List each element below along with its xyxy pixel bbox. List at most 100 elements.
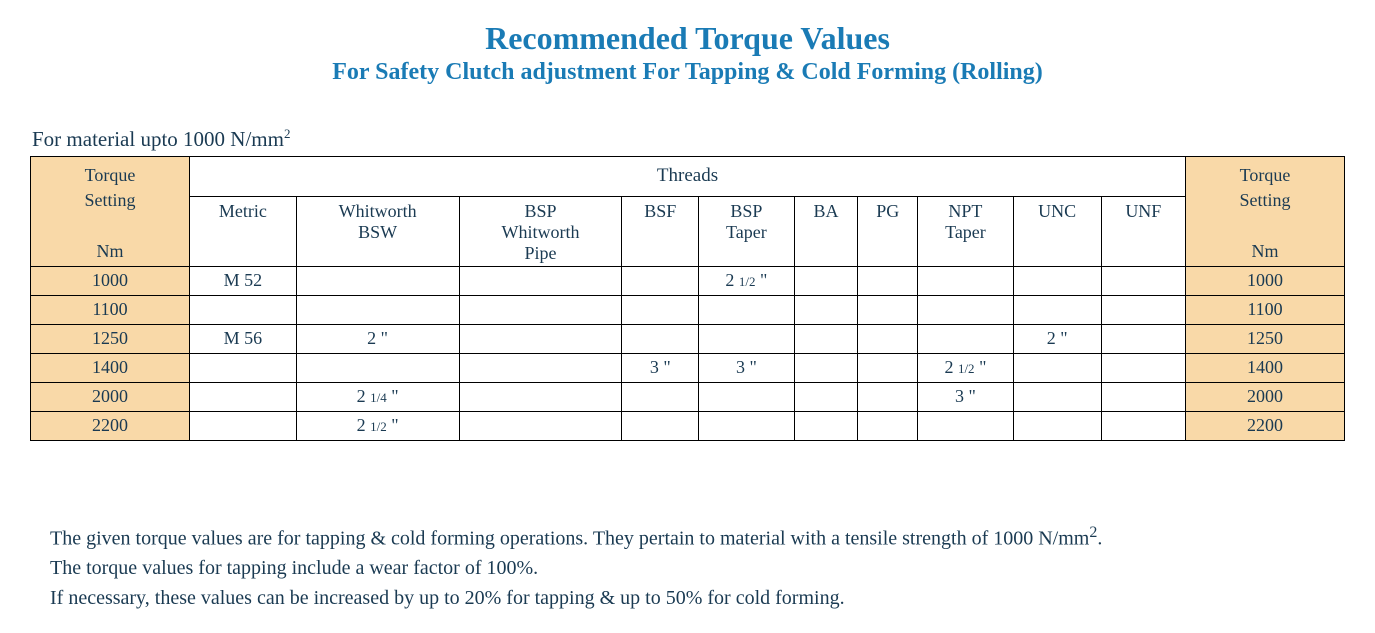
table-cell: M 52 [190,266,297,295]
table-cell [794,382,858,411]
table-cell [699,324,794,353]
note-line-3: If necessary, these values can be increa… [50,583,1345,613]
table-cell [699,295,794,324]
table-cell [1013,353,1101,382]
table-cell: 2 " [1013,324,1101,353]
material-note: For material upto 1000 N/mm2 [30,126,1345,152]
table-cell [1013,411,1101,440]
table-row: 1250M 562 "2 "1250 [31,324,1345,353]
table-cell [459,382,622,411]
torque-header-left: Torque Setting Nm [31,157,190,267]
torque-value-right: 1000 [1186,266,1345,295]
table-cell [794,324,858,353]
table-cell [459,324,622,353]
table-cell [699,411,794,440]
table-cell [794,353,858,382]
table-cell [459,266,622,295]
note-line-1: The given torque values are for tapping … [50,521,1345,554]
table-cell: 2 1/2 " [918,353,1013,382]
torque-value-right: 1250 [1186,324,1345,353]
table-cell [918,411,1013,440]
table-row: 2000 2 1/4 " 3 " 2000 [31,382,1345,411]
table-row: 2200 2 1/2 " 2200 [31,411,1345,440]
torque-value-left: 1400 [31,353,190,382]
table-cell [918,295,1013,324]
table-cell [918,266,1013,295]
col-unf: UNF [1101,196,1185,266]
table-cell [1013,295,1101,324]
torque-value-left: 2200 [31,411,190,440]
table-cell: 2 1/2 " [699,266,794,295]
threads-header: Threads [190,157,1186,197]
note-line-2: The torque values for tapping include a … [50,553,1345,583]
table-cell [296,353,459,382]
table-cell [1101,324,1185,353]
torque-header-right: Torque Setting Nm [1186,157,1345,267]
table-cell [1101,382,1185,411]
table-cell [1013,266,1101,295]
table-cell [190,295,297,324]
table-cell [296,295,459,324]
table-cell [794,295,858,324]
table-cell: 3 " [622,353,699,382]
table-cell [459,295,622,324]
notes-section: The given torque values are for tapping … [30,521,1345,614]
table-row: 1000M 522 1/2 "1000 [31,266,1345,295]
torque-value-right: 2000 [1186,382,1345,411]
col-bsp-taper: BSPTaper [699,196,794,266]
table-cell [1101,411,1185,440]
col-bsp-whitworth-pipe: BSPWhitworthPipe [459,196,622,266]
table-row: 1400 3 "3 " 2 1/2 " 1400 [31,353,1345,382]
col-npt-taper: NPTTaper [918,196,1013,266]
torque-value-right: 2200 [1186,411,1345,440]
torque-table: Torque Setting Nm Threads Torque Setting… [30,156,1345,441]
table-cell [459,411,622,440]
table-cell [622,324,699,353]
col-ba: BA [794,196,858,266]
table-cell [858,324,918,353]
page-subtitle: For Safety Clutch adjustment For Tapping… [30,59,1345,86]
col-unc: UNC [1013,196,1101,266]
table-cell [622,382,699,411]
table-cell [190,353,297,382]
col-pg: PG [858,196,918,266]
table-cell [858,266,918,295]
torque-value-left: 2000 [31,382,190,411]
table-cell [858,353,918,382]
table-cell [190,411,297,440]
table-cell: 2 1/2 " [296,411,459,440]
torque-value-left: 1250 [31,324,190,353]
page-title: Recommended Torque Values [30,20,1345,57]
table-cell [858,295,918,324]
col-whitworth-bsw: WhitworthBSW [296,196,459,266]
table-cell: M 56 [190,324,297,353]
torque-value-right: 1400 [1186,353,1345,382]
table-cell [1013,382,1101,411]
torque-value-left: 1000 [31,266,190,295]
table-cell [190,382,297,411]
torque-value-left: 1100 [31,295,190,324]
table-cell [296,266,459,295]
table-cell [918,324,1013,353]
table-cell: 2 " [296,324,459,353]
col-bsf: BSF [622,196,699,266]
table-cell [622,295,699,324]
table-cell [1101,266,1185,295]
table-cell [1101,295,1185,324]
table-cell [858,382,918,411]
table-cell [622,411,699,440]
table-cell [699,382,794,411]
table-cell [459,353,622,382]
table-cell [622,266,699,295]
col-metric: Metric [190,196,297,266]
torque-value-right: 1100 [1186,295,1345,324]
column-headers-row: Metric WhitworthBSW BSPWhitworthPipe BSF… [31,196,1345,266]
table-row: 1100 1100 [31,295,1345,324]
table-cell [794,266,858,295]
table-cell: 3 " [699,353,794,382]
table-cell [1101,353,1185,382]
table-cell [794,411,858,440]
table-cell: 3 " [918,382,1013,411]
table-cell [858,411,918,440]
table-cell: 2 1/4 " [296,382,459,411]
